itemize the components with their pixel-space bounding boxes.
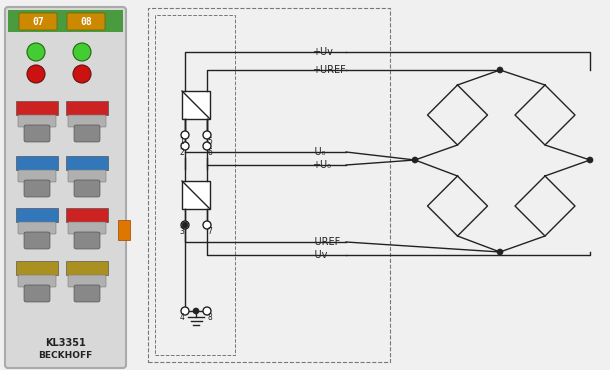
FancyBboxPatch shape <box>68 115 106 127</box>
Bar <box>16 156 58 170</box>
Circle shape <box>203 221 211 229</box>
Bar <box>16 261 58 275</box>
Text: 07: 07 <box>32 17 44 27</box>
FancyBboxPatch shape <box>18 170 56 182</box>
Bar <box>66 101 108 115</box>
Text: 7: 7 <box>207 227 212 236</box>
FancyBboxPatch shape <box>5 7 126 368</box>
FancyBboxPatch shape <box>68 222 106 234</box>
Circle shape <box>73 43 91 61</box>
Text: -UREF: -UREF <box>312 237 341 247</box>
Bar <box>118 220 130 240</box>
Text: 2: 2 <box>179 148 184 157</box>
Circle shape <box>181 142 189 150</box>
Text: +Uv: +Uv <box>312 47 333 57</box>
Bar <box>16 208 58 222</box>
FancyBboxPatch shape <box>19 13 57 30</box>
FancyBboxPatch shape <box>74 232 100 249</box>
Text: +U₀: +U₀ <box>312 160 331 170</box>
Text: -Uv: -Uv <box>312 250 328 260</box>
Circle shape <box>497 67 503 73</box>
Circle shape <box>203 131 211 139</box>
Circle shape <box>193 308 199 314</box>
Circle shape <box>203 142 211 150</box>
FancyBboxPatch shape <box>74 180 100 197</box>
Text: 5: 5 <box>207 137 212 146</box>
FancyBboxPatch shape <box>24 232 50 249</box>
Circle shape <box>587 157 593 163</box>
Text: BECKHOFF: BECKHOFF <box>38 350 93 360</box>
FancyBboxPatch shape <box>18 275 56 287</box>
FancyBboxPatch shape <box>18 222 56 234</box>
Bar <box>66 156 108 170</box>
Bar <box>16 101 58 115</box>
Bar <box>66 261 108 275</box>
FancyBboxPatch shape <box>24 285 50 302</box>
Circle shape <box>27 65 45 83</box>
Circle shape <box>412 157 418 163</box>
Bar <box>8 10 123 32</box>
FancyBboxPatch shape <box>67 13 105 30</box>
FancyBboxPatch shape <box>68 170 106 182</box>
Text: 1: 1 <box>179 137 184 146</box>
Text: KL3351: KL3351 <box>45 338 86 348</box>
FancyBboxPatch shape <box>18 115 56 127</box>
Text: 08: 08 <box>80 17 92 27</box>
Bar <box>66 208 108 222</box>
Circle shape <box>73 65 91 83</box>
Bar <box>182 91 210 119</box>
Text: -U₀: -U₀ <box>312 147 326 157</box>
Text: +UREF: +UREF <box>312 65 346 75</box>
Circle shape <box>181 131 189 139</box>
Circle shape <box>182 222 188 228</box>
Circle shape <box>203 307 211 315</box>
Circle shape <box>181 221 189 229</box>
FancyBboxPatch shape <box>24 125 50 142</box>
Circle shape <box>497 249 503 255</box>
FancyBboxPatch shape <box>24 180 50 197</box>
FancyBboxPatch shape <box>74 125 100 142</box>
Text: 8: 8 <box>207 313 212 322</box>
Bar <box>182 181 210 209</box>
Text: 3: 3 <box>179 227 184 236</box>
Text: 4: 4 <box>179 313 184 322</box>
FancyBboxPatch shape <box>68 275 106 287</box>
Circle shape <box>181 307 189 315</box>
FancyBboxPatch shape <box>74 285 100 302</box>
Text: 6: 6 <box>207 148 212 157</box>
Circle shape <box>27 43 45 61</box>
